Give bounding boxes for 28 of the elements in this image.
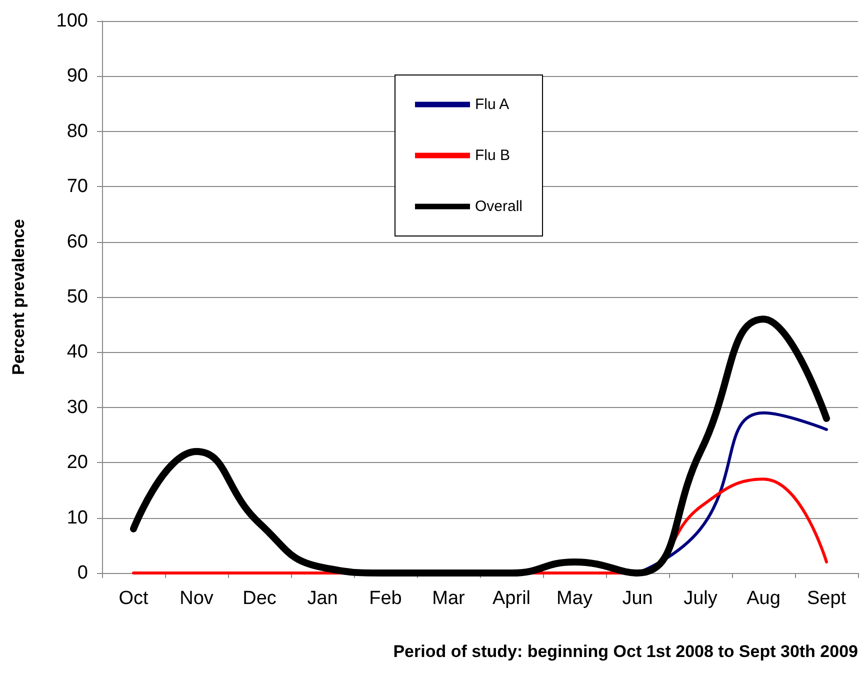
x-tick-label: April	[492, 588, 531, 609]
x-tick-label: Jan	[307, 588, 338, 609]
y-tick-label: 90	[66, 66, 88, 87]
y-tick-label: 30	[66, 396, 88, 418]
x-tick-label: Oct	[118, 588, 149, 609]
y-tick-label: 80	[66, 120, 88, 142]
x-tick-label: July	[684, 588, 718, 609]
x-tick-label: Aug	[746, 588, 780, 609]
legend-label: Overall	[475, 198, 523, 215]
y-tick-label: 100	[56, 10, 88, 32]
y-axis-title: Percent prevalence	[9, 219, 28, 375]
y-tick-label: 0	[77, 562, 88, 584]
x-tick-label: Nov	[180, 588, 214, 609]
x-tick-label: Mar	[432, 588, 466, 609]
x-tick-label: May	[556, 588, 593, 609]
y-tick-label: 70	[66, 176, 88, 198]
x-axis-title: Period of study: beginning Oct 1st 2008 to Sept 30th 2009	[393, 642, 858, 661]
x-tick-label: Jun	[622, 588, 653, 609]
y-tick-label: 40	[66, 342, 88, 363]
x-tick-label: Dec	[242, 588, 276, 609]
legend-label: Flu B	[475, 147, 510, 164]
y-tick-label: 50	[66, 286, 88, 308]
legend-label: Flu A	[475, 96, 510, 113]
y-tick-label: 60	[66, 231, 88, 252]
y-tick-label: 20	[66, 452, 88, 474]
x-tick-label: Sept	[806, 588, 847, 609]
x-tick-label: Feb	[369, 588, 402, 609]
y-tick-label: 10	[66, 507, 88, 528]
